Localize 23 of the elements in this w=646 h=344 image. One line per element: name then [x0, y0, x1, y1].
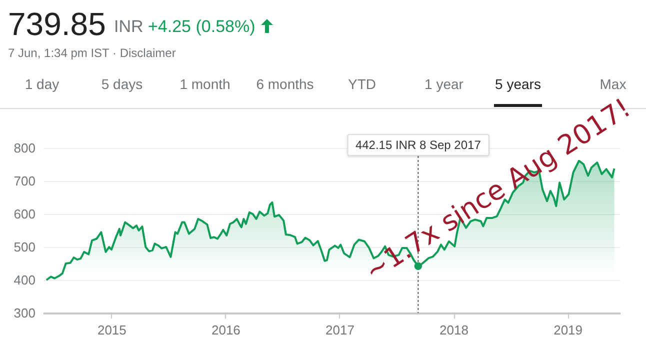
- x-tick-label: 2015: [97, 322, 126, 338]
- tooltip-box: 442.15 INR 8 Sep 2017: [347, 134, 489, 156]
- y-tick-label: 500: [14, 240, 36, 254]
- text: 1 month: [180, 76, 230, 92]
- text: Max: [600, 76, 626, 92]
- x-tick-label: 2019: [554, 322, 583, 338]
- y-tick-label: 600: [14, 206, 36, 222]
- x-tick-label: 2017: [326, 322, 354, 338]
- text: YTD: [348, 76, 376, 92]
- x-tick-label: 2016: [211, 322, 240, 338]
- y-tick-label: 400: [14, 272, 36, 288]
- y-tick-label: 700: [14, 174, 36, 188]
- y-tick-label: 800: [14, 140, 36, 156]
- y-tick-label: 300: [14, 306, 36, 320]
- text: 1 year: [424, 76, 464, 92]
- chart-subtitle: INR +4.25 (0.58%): [114, 17, 256, 36]
- text: 5 days: [101, 76, 143, 92]
- text: 6 months: [256, 76, 314, 92]
- text: 7 Jun, 1:34 pm IST · Disclaimer: [8, 46, 176, 60]
- x-tick-label: 2018: [440, 322, 468, 338]
- chart-title: 739.85: [8, 6, 106, 43]
- text: 5 years: [495, 76, 541, 92]
- text: 1 day: [24, 76, 60, 92]
